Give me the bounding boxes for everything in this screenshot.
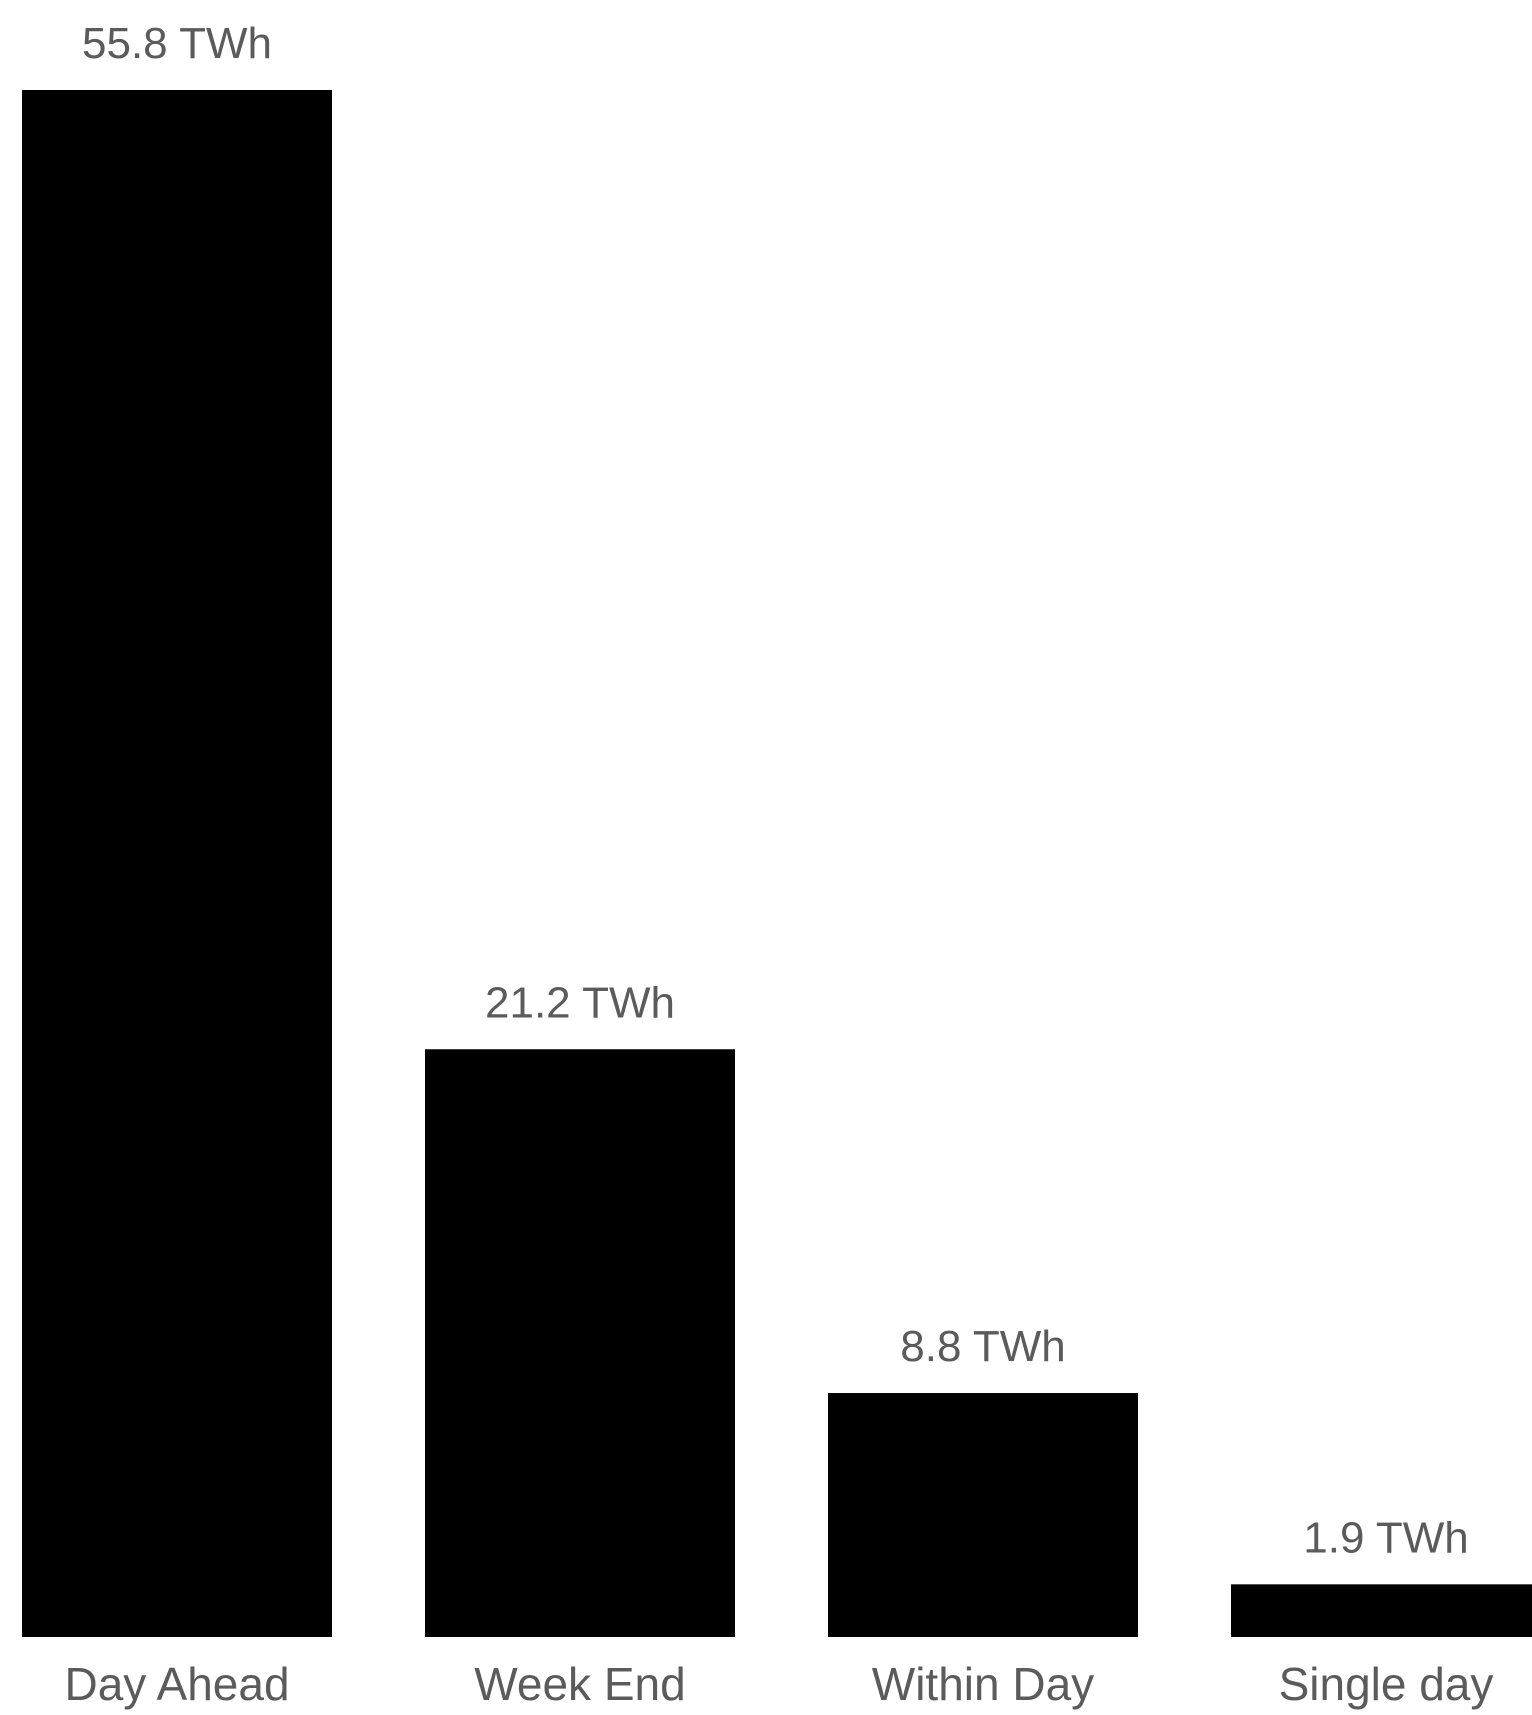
bar-within-day [828, 1393, 1138, 1637]
data-label-day-ahead: 55.8 TWh [82, 19, 272, 68]
category-label-day-ahead: Day Ahead [64, 1658, 289, 1710]
category-axis: Day Ahead Week End Within Day Single day [64, 1658, 1493, 1710]
bar-week-end [425, 1049, 735, 1637]
bar-single-day [1231, 1584, 1532, 1637]
value-labels-group: 55.8 TWh 21.2 TWh 8.8 TWh 1.9 TWh [82, 19, 1469, 1562]
data-label-single-day: 1.9 TWh [1303, 1513, 1468, 1562]
bars-group [22, 90, 1532, 1637]
category-label-within-day: Within Day [872, 1658, 1094, 1710]
data-label-week-end: 21.2 TWh [485, 978, 675, 1027]
data-label-within-day: 8.8 TWh [900, 1322, 1065, 1371]
bar-day-ahead [22, 90, 332, 1637]
category-label-single-day: Single day [1279, 1658, 1494, 1710]
category-label-week-end: Week End [474, 1658, 685, 1710]
